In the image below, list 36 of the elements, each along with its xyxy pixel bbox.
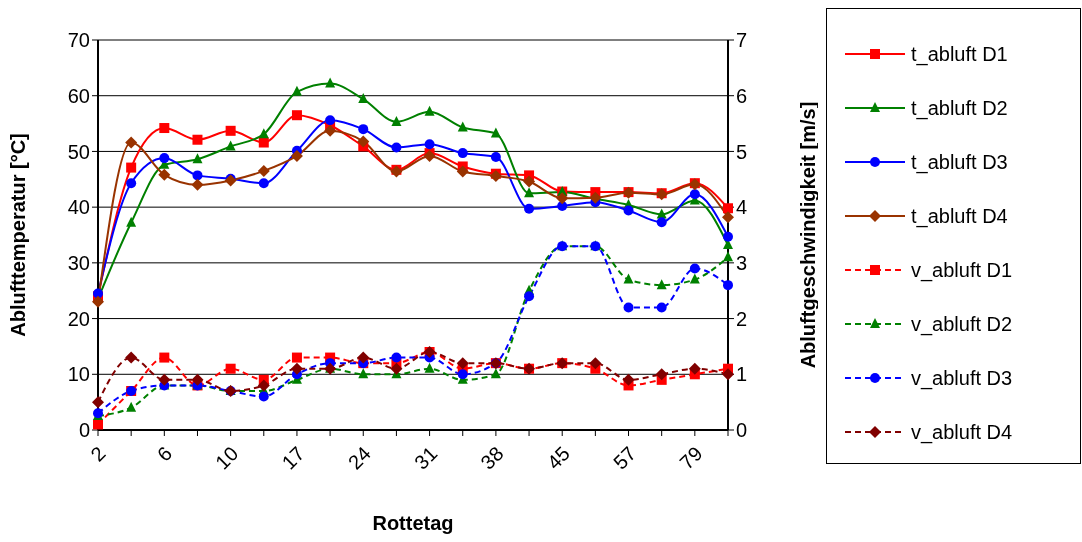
- legend-label: t_abluft D2: [911, 96, 1008, 120]
- y2-tick-label: 6: [736, 84, 748, 107]
- x-tick-label: 38: [476, 442, 508, 474]
- legend-label: t_abluft D4: [911, 204, 1008, 228]
- y-tick-label: 0: [78, 419, 90, 442]
- legend-label: v_abluft D1: [911, 258, 1013, 282]
- x-tick-label: 57: [609, 442, 641, 474]
- y-tick-label: 30: [67, 251, 90, 274]
- y-tick-label: 70: [67, 29, 90, 52]
- x-tick-label: 6: [152, 442, 177, 466]
- legend-label: v_abluft D3: [911, 366, 1013, 390]
- x-tick-label: 79: [675, 442, 707, 474]
- y2-tick-label: 2: [736, 307, 748, 330]
- y-tick-label: 50: [67, 140, 90, 163]
- y-tick-label: 20: [67, 307, 90, 330]
- y2-tick-label: 5: [736, 140, 748, 163]
- x-tick-label: 10: [211, 442, 243, 474]
- x-tick-label: 24: [343, 442, 376, 474]
- y-tick-label: 10: [67, 363, 90, 386]
- x-tick-label: 45: [542, 442, 574, 474]
- x-tick-label: 17: [277, 442, 309, 474]
- x-tick-label: 31: [410, 442, 442, 474]
- y-axis-title: Ablufttemperatur [°C]: [7, 133, 30, 337]
- y-tick-label: 60: [67, 84, 90, 107]
- y2-tick-label: 3: [736, 251, 748, 274]
- y2-tick-label: 7: [736, 29, 748, 52]
- y2-tick-label: 4: [736, 196, 748, 219]
- legend-label: v_abluft D2: [911, 312, 1013, 336]
- x-axis-title: Rottetag: [372, 512, 454, 534]
- x-tick-label: 2: [86, 442, 110, 466]
- y2-tick-label: 0: [736, 419, 748, 442]
- legend-label: t_abluft D3: [911, 150, 1008, 174]
- y-tick-label: 40: [67, 196, 90, 219]
- legend-label: t_abluft D1: [911, 42, 1008, 66]
- y2-tick-label: 1: [736, 363, 748, 386]
- legend-label: v_abluft D4: [911, 420, 1013, 444]
